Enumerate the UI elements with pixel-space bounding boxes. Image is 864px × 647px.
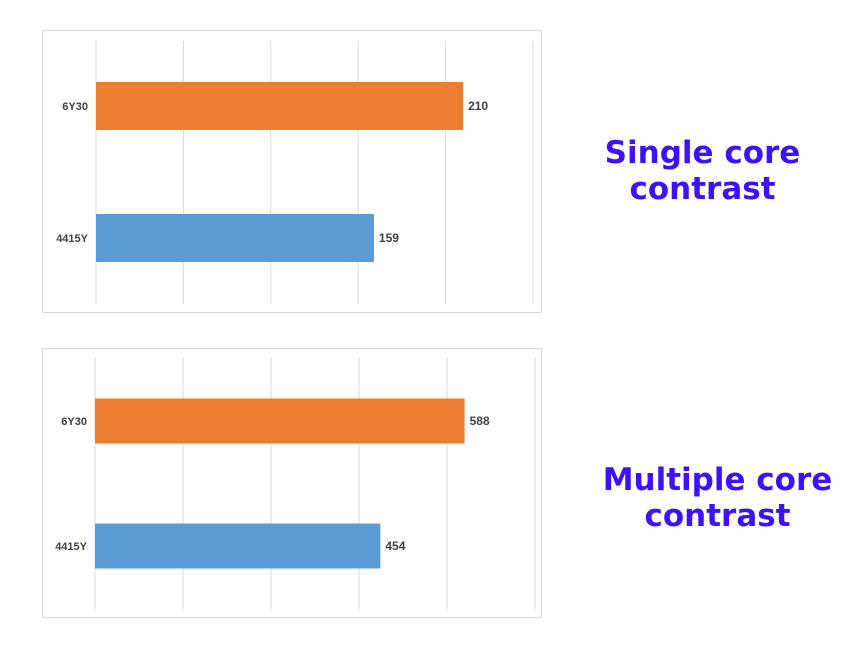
bar-4415y <box>96 214 374 262</box>
single-core-caption-line-2: contrast <box>629 171 776 207</box>
data-label: 210 <box>468 99 488 113</box>
multiple-core-caption-line-1: Multiple core <box>602 462 833 498</box>
multiple-core-caption: Multiple core contrast <box>560 462 864 534</box>
category-label: 4415Y <box>55 541 87 553</box>
multiple-core-chart-plot: 6Y30 588 4415Y 454 <box>55 357 536 609</box>
bar-6y30 <box>96 82 464 130</box>
multiple-core-chart: 6Y30 588 4415Y 454 <box>42 348 542 618</box>
category-label: 6Y30 <box>62 101 88 113</box>
single-core-caption-line-1: Single core <box>604 135 801 171</box>
single-core-caption: Single core contrast <box>560 135 845 207</box>
data-label: 159 <box>379 231 399 245</box>
multiple-core-caption-line-2: contrast <box>644 498 791 534</box>
bar-6y30 <box>95 398 465 444</box>
bar-4415y <box>95 523 381 569</box>
single-core-chart-plot: 6Y30 210 4415Y 159 <box>56 41 534 304</box>
single-core-chart: 6Y30 210 4415Y 159 <box>42 30 542 313</box>
category-label: 4415Y <box>56 233 88 245</box>
category-label: 6Y30 <box>61 416 87 428</box>
data-label: 588 <box>470 414 490 428</box>
data-label: 454 <box>385 539 405 553</box>
